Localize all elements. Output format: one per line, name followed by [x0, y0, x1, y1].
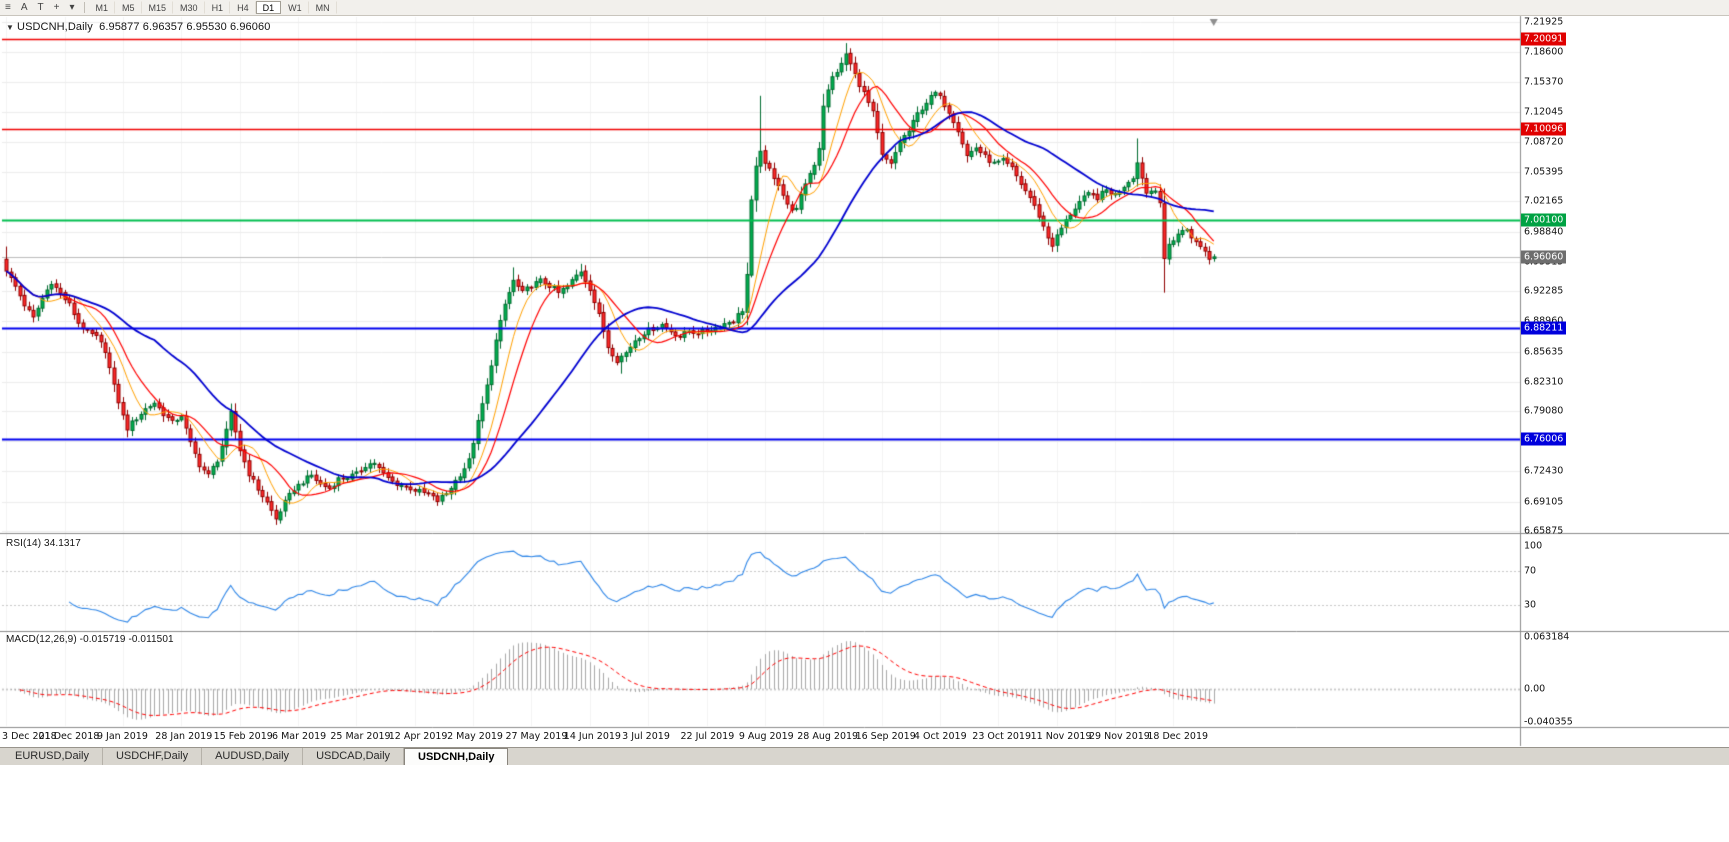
symbol-tab-usdcnh[interactable]: USDCNH,Daily	[404, 748, 509, 765]
timeframe-m15[interactable]: M15	[142, 1, 174, 14]
toolbar: ≡ A T + ▾ M1 M5 M15 M30 H1 H4 D1 W1 MN	[0, 0, 1729, 16]
crosshair-tool-icon[interactable]: +	[53, 1, 60, 13]
timeframe-w1[interactable]: W1	[281, 1, 309, 14]
annotation-a-icon[interactable]: A	[20, 1, 28, 13]
toolbar-separator	[83, 2, 85, 13]
timeframe-h4[interactable]: H4	[230, 1, 256, 14]
timeframe-d1[interactable]: D1	[255, 1, 282, 14]
symbol-marker-icon: ▼	[6, 23, 15, 32]
symbol-tab-audusd[interactable]: AUDUSD,Daily	[202, 748, 304, 765]
timeframe-m30[interactable]: M30	[173, 1, 205, 14]
tool-buttons: ≡ A T + ▾	[0, 1, 80, 15]
symbol-tab-usdchf[interactable]: USDCHF,Daily	[103, 748, 203, 765]
timeframe-m1[interactable]: M1	[89, 1, 116, 14]
timeframe-buttons: M1 M5 M15 M30 H1 H4 D1 W1 MN	[89, 1, 337, 14]
symbol-name: USDCNH,Daily	[17, 21, 93, 33]
symbol-tab-bar: EURUSD,Daily USDCHF,Daily AUDUSD,Daily USDC…	[0, 747, 1729, 765]
rsi-label: RSI(14) 34.1317	[6, 538, 81, 549]
text-tool-icon[interactable]: T	[37, 1, 44, 13]
symbol-tab-eurusd[interactable]: EURUSD,Daily	[2, 748, 103, 765]
chart-menu-icon[interactable]: ≡	[5, 1, 11, 13]
price-chart-canvas[interactable]	[0, 0, 1729, 747]
symbol-tab-usdcad[interactable]: USDCAD,Daily	[303, 748, 405, 765]
macd-label: MACD(12,26,9) -0.015719 -0.011501	[6, 634, 174, 645]
timeframe-h1[interactable]: H1	[205, 1, 231, 14]
timeframe-m5[interactable]: M5	[115, 1, 142, 14]
timeframe-mn[interactable]: MN	[309, 1, 337, 14]
symbol-ohlc-label: ▼ USDCNH,Daily 6.95877 6.96357 6.95530 6.…	[6, 21, 270, 33]
ohlc-values: 6.95877 6.96357 6.95530 6.96060	[99, 21, 271, 33]
tools-dropdown-icon[interactable]: ▾	[69, 1, 75, 13]
